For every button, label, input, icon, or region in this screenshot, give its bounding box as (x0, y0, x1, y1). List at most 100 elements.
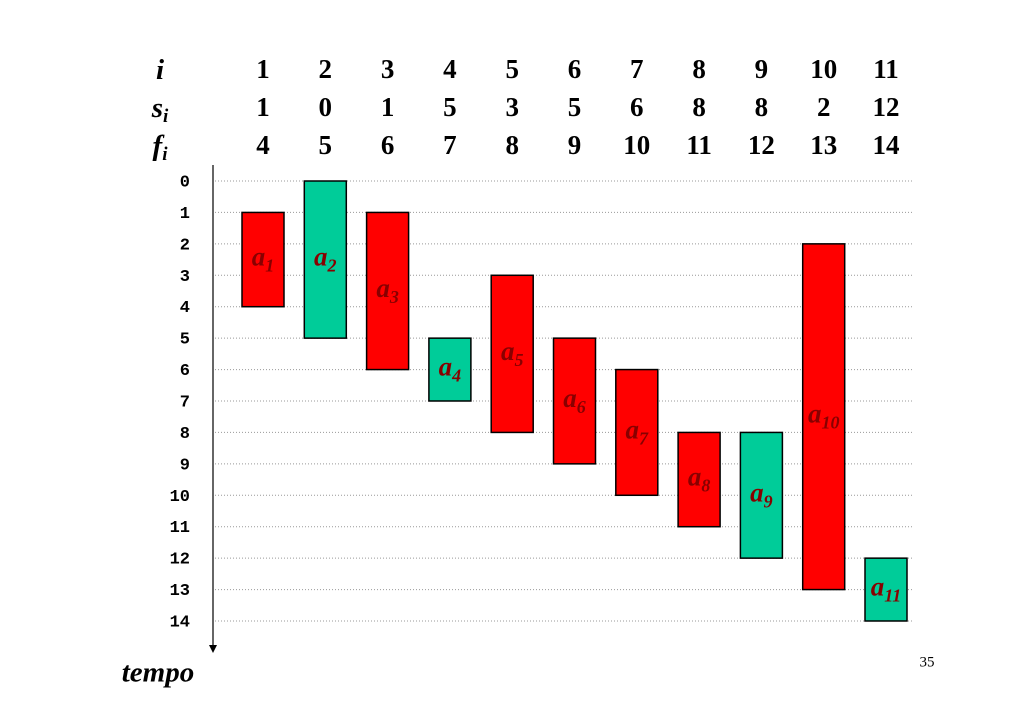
activity-label-sub: 3 (389, 287, 399, 307)
activity-bar (739, 431, 784, 559)
y-tick-label: 3 (180, 268, 190, 287)
table-cell: 10 (810, 54, 837, 84)
table-cell: 5 (443, 92, 457, 122)
table-cell: 10 (623, 130, 650, 160)
activity-label-sub: 1 (265, 256, 274, 276)
row-label: i (156, 54, 164, 86)
y-tick-label: 12 (170, 551, 190, 570)
activity-label-sub: 6 (577, 397, 586, 417)
activity-label-base: a (750, 477, 764, 507)
activity-label-sub: 2 (327, 256, 337, 276)
activity-label: a7 (626, 415, 650, 449)
table-cell: 8 (755, 92, 769, 122)
table-cell: 12 (873, 92, 900, 122)
activity-label: a5 (501, 336, 524, 370)
activity-label-base: a (563, 383, 577, 413)
table-cell: 8 (692, 54, 706, 84)
activity-label-sub: 10 (821, 413, 839, 433)
axis-arrow (209, 645, 217, 653)
table-cell: 6 (630, 92, 644, 122)
activity-label: a9 (750, 477, 773, 511)
y-tick-label: 6 (180, 362, 190, 381)
activity-label-base: a (871, 572, 885, 602)
activity-label-base: a (314, 242, 328, 272)
row-label-main: i (156, 54, 164, 86)
activity-label-sub: 9 (764, 491, 773, 511)
table-cell: 4 (443, 54, 457, 84)
table-cell: 4 (256, 130, 270, 160)
table-cell: 7 (630, 54, 644, 84)
y-tick-label: 8 (180, 425, 190, 444)
table-cell: 11 (873, 54, 899, 84)
table-cell: 5 (505, 54, 519, 84)
activity-label-sub: 8 (701, 476, 710, 496)
activity-bar (241, 211, 285, 308)
row-label-sub: i (162, 144, 168, 165)
activity-label-base: a (808, 399, 822, 429)
activity-label-base: a (688, 462, 702, 492)
y-tick-label: 9 (180, 456, 190, 475)
y-tick-label: 10 (170, 488, 190, 507)
activity-label: a11 (871, 572, 902, 606)
y-tick-label: 7 (180, 393, 190, 412)
table-cell: 9 (755, 54, 769, 84)
table-cell: 1 (381, 92, 395, 122)
activity-bar (428, 337, 472, 402)
activity-label-sub: 5 (514, 350, 523, 370)
activity-bar (490, 274, 534, 434)
activity-bar (801, 243, 846, 591)
activity-label-sub: 11 (884, 586, 901, 606)
row-label: fi (153, 130, 169, 166)
activity-bar (552, 337, 597, 465)
y-tick-label: 1 (180, 205, 190, 224)
activity-label-sub: 7 (639, 429, 649, 449)
activity-label-sub: 4 (451, 366, 461, 386)
row-label-sub: i (163, 106, 169, 127)
table-cell: 2 (817, 92, 831, 122)
activity-bar (615, 368, 659, 497)
table-cell: 12 (748, 130, 775, 160)
table-cell: 8 (505, 130, 519, 160)
table-cell: 3 (505, 92, 519, 122)
table-cell: 2 (319, 54, 333, 84)
table-cell: 6 (568, 54, 582, 84)
activity-label: a8 (688, 462, 711, 496)
table-cell: 9 (568, 130, 582, 160)
page-number: 35 (920, 654, 935, 670)
y-tick-label: 0 (180, 173, 190, 192)
activity-bar (303, 180, 348, 339)
activity-label-base: a (501, 336, 515, 366)
activity-label: a3 (376, 273, 399, 307)
row-label-main: s (151, 92, 163, 124)
table-cell: 13 (810, 130, 837, 160)
activity-label: a1 (252, 242, 275, 276)
activity-label: a10 (808, 399, 840, 433)
activity-label: a6 (563, 383, 586, 417)
activity-bar (864, 557, 908, 622)
activity-bar (677, 431, 721, 528)
y-tick-label: 11 (170, 519, 190, 538)
y-tick-label: 4 (180, 299, 190, 318)
activity-bar (365, 211, 410, 371)
activity-label-base: a (626, 415, 640, 445)
table-cell: 6 (381, 130, 395, 160)
table-cell: 11 (686, 130, 712, 160)
y-tick-label: 14 (170, 613, 190, 632)
row-label: si (151, 92, 169, 128)
table-cell: 8 (692, 92, 706, 122)
activity-label: a2 (314, 242, 337, 276)
axis-label: tempo (122, 657, 195, 689)
table-cell: 5 (568, 92, 582, 122)
table-cell: 5 (319, 130, 333, 160)
activity-label-base: a (376, 273, 390, 303)
activity-label-base: a (252, 242, 266, 272)
activity-label-base: a (439, 352, 453, 382)
y-tick-label: 13 (170, 582, 190, 601)
table-cell: 14 (873, 130, 900, 160)
activity-label: a4 (439, 352, 462, 386)
table-cell: 3 (381, 54, 395, 84)
table-cell: 7 (443, 130, 457, 160)
table-cell: 1 (256, 54, 270, 84)
table-cell: 1 (256, 92, 270, 122)
y-tick-label: 2 (180, 236, 190, 255)
